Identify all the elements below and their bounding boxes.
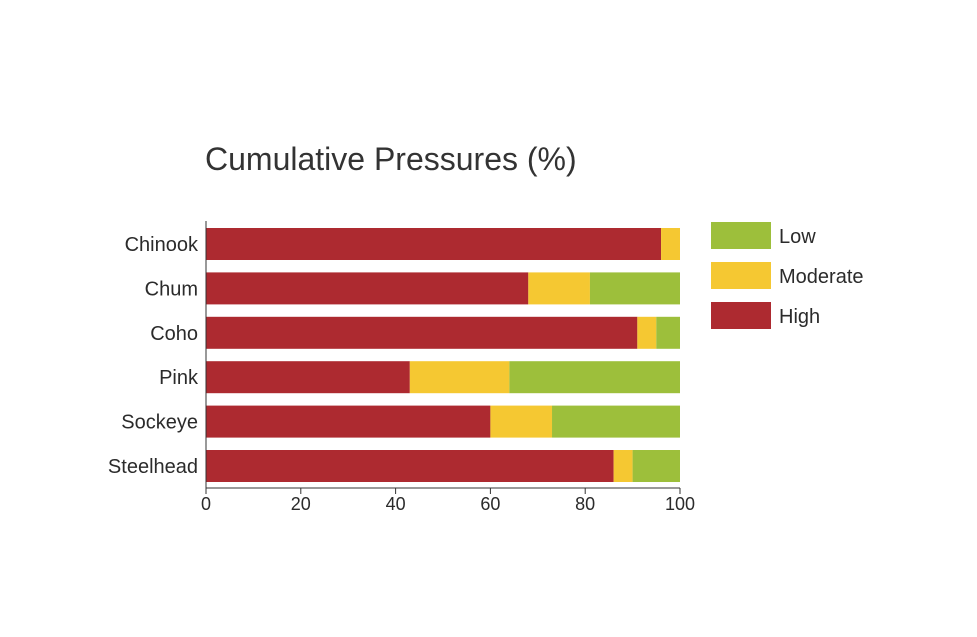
bar-steelhead-low bbox=[632, 450, 680, 482]
legend-label-high: High bbox=[779, 306, 820, 328]
legend-swatch-high bbox=[711, 302, 771, 329]
category-label: Pink bbox=[159, 367, 199, 389]
x-tick-label: 80 bbox=[575, 494, 595, 514]
bar-sockeye-low bbox=[552, 405, 680, 438]
bar-chinook-moderate bbox=[661, 228, 680, 260]
bar-steelhead-high bbox=[206, 450, 614, 482]
bar-pink-high bbox=[206, 361, 410, 394]
legend-label-moderate: Moderate bbox=[779, 266, 864, 288]
chart-title: Cumulative Pressures (%) bbox=[205, 141, 577, 177]
bar-chinook-high bbox=[206, 228, 662, 260]
bar-chum-high bbox=[206, 272, 529, 305]
bar-sockeye-high bbox=[206, 405, 491, 438]
bars-group bbox=[206, 228, 680, 482]
legend-swatch-moderate bbox=[711, 262, 771, 289]
x-tick-label: 20 bbox=[291, 494, 311, 514]
legend: Low Moderate High bbox=[711, 222, 864, 329]
category-label: Coho bbox=[150, 323, 198, 345]
x-tick-label: 0 bbox=[201, 494, 211, 514]
category-label: Sockeye bbox=[121, 412, 198, 434]
x-tick-label: 40 bbox=[386, 494, 406, 514]
bar-coho-high bbox=[206, 316, 638, 349]
category-label: Steelhead bbox=[108, 456, 198, 478]
bar-chum-low bbox=[589, 272, 680, 305]
category-label: Chinook bbox=[125, 234, 199, 256]
legend-swatch-low bbox=[711, 222, 771, 249]
bar-coho-moderate bbox=[637, 316, 657, 349]
bar-pink-moderate bbox=[409, 361, 510, 394]
legend-label-low: Low bbox=[779, 226, 816, 248]
bar-coho-low bbox=[656, 316, 680, 349]
x-tick-label: 100 bbox=[665, 494, 695, 514]
category-label: Chum bbox=[145, 278, 198, 300]
bar-sockeye-moderate bbox=[490, 405, 553, 438]
bar-chum-moderate bbox=[528, 272, 590, 305]
bar-pink-low bbox=[509, 361, 680, 394]
x-tick-label: 60 bbox=[480, 494, 500, 514]
category-labels: Chinook Chum Coho Pink Sockeye Steelhead bbox=[108, 234, 199, 478]
x-axis-ticks: 0 20 40 60 80 100 bbox=[201, 488, 695, 514]
bar-steelhead-moderate bbox=[613, 450, 633, 482]
